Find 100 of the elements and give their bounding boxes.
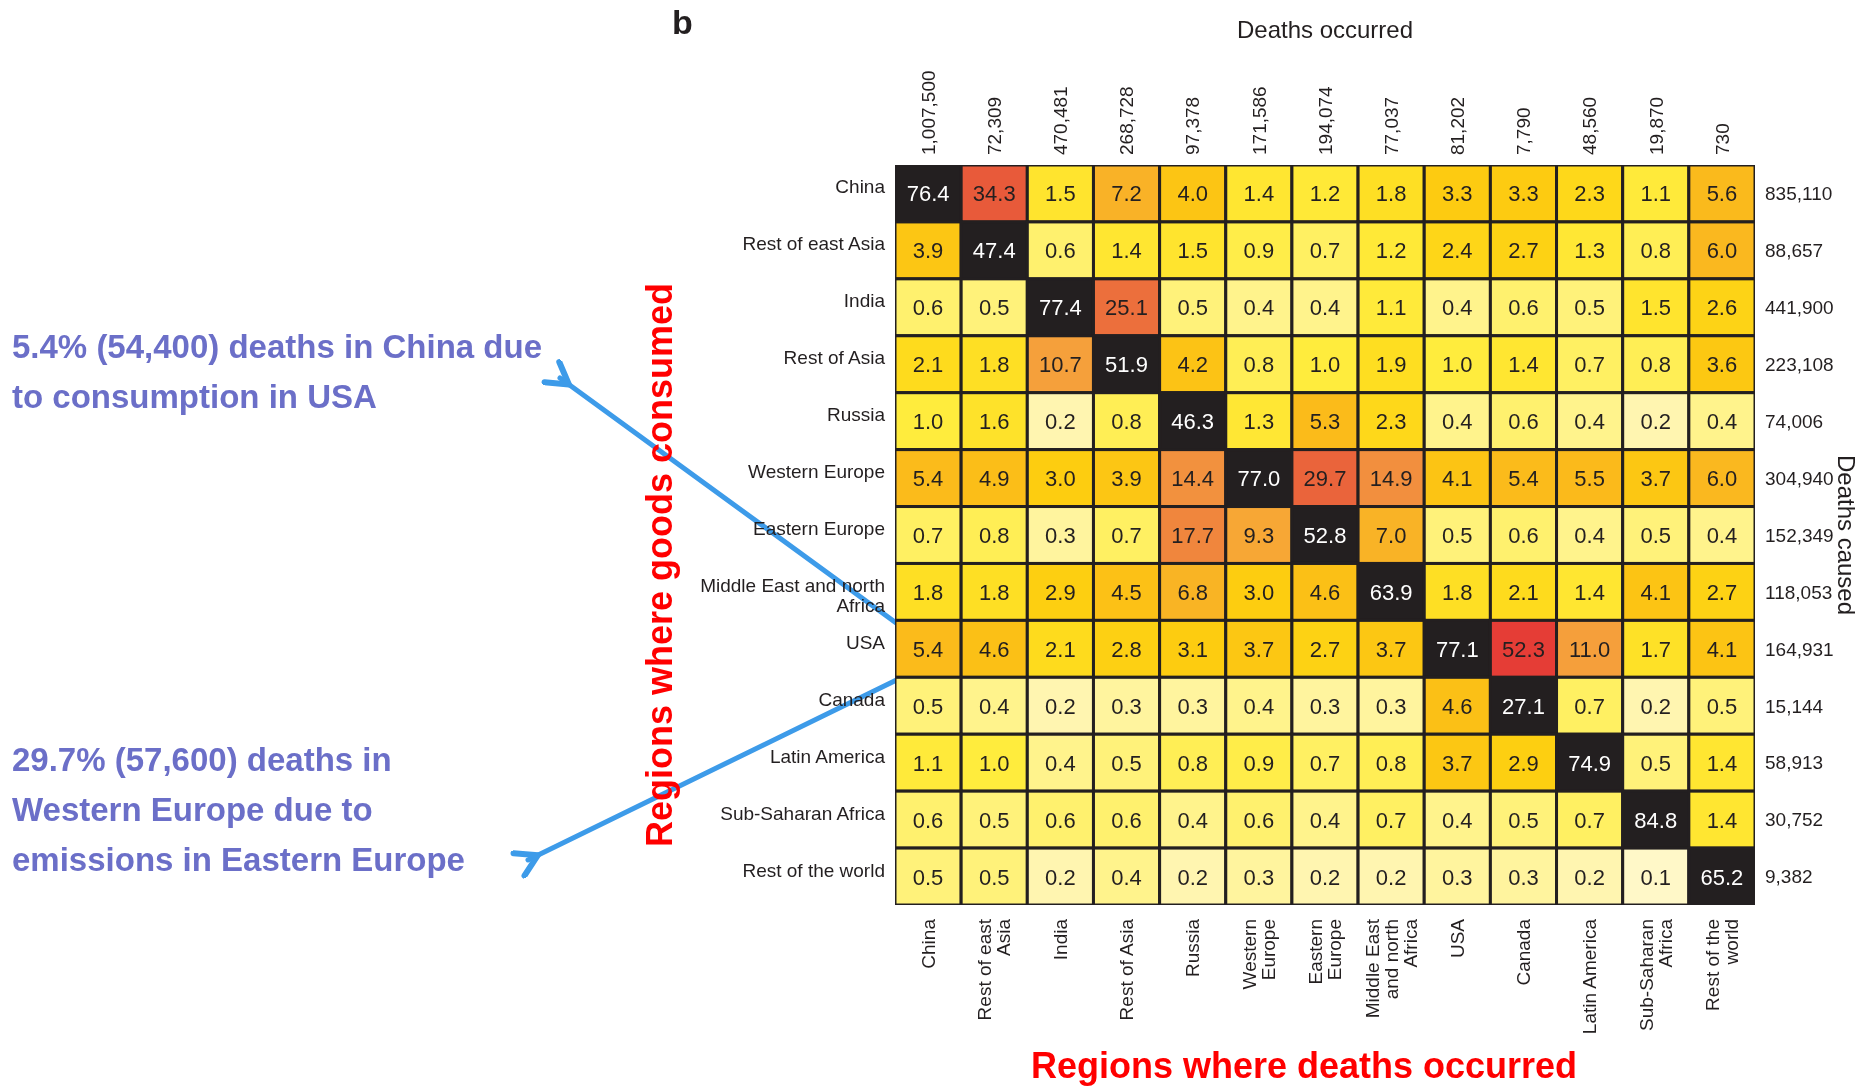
data-label: 0.7 [1574,693,1605,719]
data-label: 4.1 [1640,579,1672,605]
data-label: 0.8 [1243,352,1275,378]
data-label: 77.0 [1237,466,1281,492]
data-label: 0.3 [1243,864,1275,890]
data-label: 0.3 [1177,693,1208,719]
data-label: 0.6 [1045,807,1076,833]
data-label: 1.1 [912,750,944,776]
x-tick-label: Rest of Asia [1116,918,1138,1021]
data-label: 0.3 [1309,693,1341,719]
data-label: 0.8 [1640,238,1672,264]
data-label: 0.2 [1045,864,1076,890]
x-tick-label: Rest of the world [1702,919,1743,1011]
data-label: 0.5 [1640,750,1672,776]
data-label: 1.0 [978,750,1010,776]
text: 48,560 [1579,96,1601,155]
x2-axis-title: Deaths occurred [1236,16,1414,43]
data-label: 0.3 [1045,523,1076,548]
data-label: 0.3 [1442,864,1473,890]
data-label: 1.0 [912,409,944,435]
data-label: 3.0 [1243,579,1275,605]
data-label: 2.7 [1508,238,1539,264]
data-label: 0.6 [1508,523,1539,548]
y2-tick-label: 9,382 [1765,866,1813,888]
data-label: 0.2 [1640,409,1672,435]
data-label: 1.1 [1375,295,1407,321]
y2-tick-label: 223,108 [1765,353,1834,375]
data-label: 0.3 [1508,864,1539,890]
data-label: 0.4 [1706,409,1738,435]
data-label: 3.3 [1508,181,1539,207]
data-label: 1.9 [1375,352,1407,378]
text: 7,790 [1513,107,1535,155]
data-label: 3.7 [1640,466,1672,492]
data-label: 2.6 [1706,295,1738,321]
data-label: 3.9 [1111,466,1142,492]
y2-tick-label: 835,110 [1765,183,1833,205]
data-label: 2.7 [1706,579,1738,605]
y2-tick-label: 15,144 [1765,695,1824,717]
data-label: 0.5 [1442,523,1473,548]
data-label: 10.7 [1038,352,1082,378]
data-label: 3.7 [1375,636,1407,662]
data-label: 0.4 [1309,807,1341,833]
data-label: 74.9 [1568,750,1612,776]
data-label: 1.4 [1111,238,1142,264]
y-tick-label: Rest of the world [742,859,885,881]
data-label: 1.4 [1706,807,1738,833]
data-label: 47.4 [972,238,1016,264]
data-label: 0.6 [1508,295,1539,321]
data-label: 0.4 [1309,295,1341,321]
data-label: 0.8 [1111,409,1142,435]
text: 268,728 [1116,86,1138,155]
data-label: 0.5 [912,864,944,890]
data-label: 4.1 [1706,636,1738,662]
data-label: 7.0 [1375,523,1407,548]
data-label: 0.7 [1309,750,1341,776]
data-label: 2.9 [1045,579,1076,605]
data-label: 1.5 [1045,181,1076,207]
data-label: 4.6 [1442,693,1473,719]
y2-tick-label: 304,940 [1765,467,1834,489]
data-label: 6.8 [1177,579,1208,605]
data-label: 0.4 [1706,523,1738,548]
data-label: 2.8 [1111,636,1142,662]
x-tick-label: China [917,918,939,969]
y-tick-label: Western Europe [748,461,885,483]
text: 72,309 [983,96,1005,155]
text: 470,481 [1050,86,1072,155]
data-label: 4.5 [1111,579,1142,605]
data-label: 14.9 [1369,466,1413,492]
data-label: 0.4 [1045,750,1076,776]
data-label: 0.3 [1111,693,1142,719]
data-label: 3.9 [912,238,944,264]
data-label: 17.7 [1171,523,1215,548]
data-label: 1.4 [1706,750,1738,776]
text: 29.7% (57,600) deaths in Western Europe due to emissions in Eastern Europe [12,740,466,880]
data-label: 0.7 [1309,238,1341,264]
data-label: 0.7 [1574,807,1605,833]
data-label: 5.4 [1508,466,1539,492]
data-label: 2.3 [1375,409,1407,435]
data-label: 2.7 [1309,636,1341,662]
data-label: 1.8 [978,352,1010,378]
data-label: 1.3 [1574,238,1605,264]
data-label: 77.1 [1435,636,1479,662]
data-label: 0.6 [1243,807,1275,833]
x-tick-label: USA [1447,918,1469,959]
data-label: 0.9 [1243,750,1275,776]
y-tick-label: China [835,176,886,198]
data-label: 1.4 [1243,181,1275,207]
data-label: 51.9 [1105,352,1148,378]
text: 19,870 [1645,96,1667,155]
data-label: 0.4 [1442,409,1473,435]
y2-tick-label: 441,900 [1765,297,1834,319]
data-label: 0.3 [1375,693,1407,719]
data-label: 0.2 [1640,693,1672,719]
data-label: 2.1 [912,352,944,378]
data-label: 7.2 [1111,181,1142,207]
data-label: 4.6 [1309,579,1341,605]
data-label: 0.5 [978,295,1010,321]
data-label: 0.5 [1706,693,1738,719]
y2-tick-label: 58,913 [1765,752,1824,774]
data-label: 0.4 [1243,295,1275,321]
